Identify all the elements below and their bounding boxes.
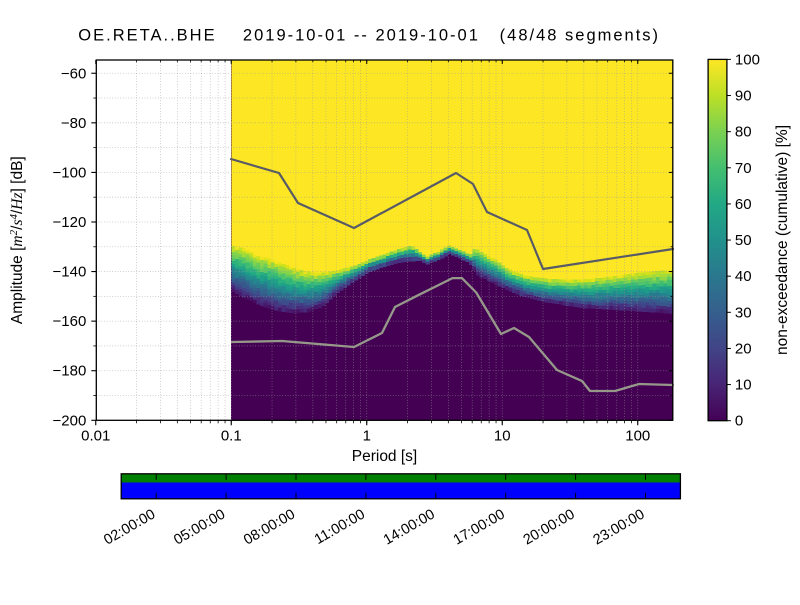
svg-text:−200: −200	[53, 412, 87, 429]
svg-text:1: 1	[363, 427, 371, 444]
svg-text:0.1: 0.1	[221, 427, 242, 444]
svg-text:non-exceedance (cumulative) [%: non-exceedance (cumulative) [%]	[774, 125, 791, 355]
svg-text:Amplitude [m2/s4/Hz] [dB]: Amplitude [m2/s4/Hz] [dB]	[8, 156, 26, 324]
svg-text:Period [s]: Period [s]	[352, 448, 417, 465]
svg-text:50: 50	[735, 232, 752, 249]
svg-text:−180: −180	[53, 363, 87, 380]
svg-text:−120: −120	[53, 214, 87, 231]
svg-text:20: 20	[735, 340, 752, 357]
svg-text:70: 70	[735, 160, 752, 177]
svg-text:−60: −60	[61, 65, 86, 82]
svg-text:80: 80	[735, 124, 752, 141]
svg-text:−140: −140	[53, 264, 87, 281]
svg-text:10: 10	[494, 427, 511, 444]
svg-text:−80: −80	[61, 115, 86, 132]
svg-text:OE.RETA..BHE 2019-10-01 --: OE.RETA..BHE 2019-10-01 -- 2019-10-01 (4…	[78, 27, 660, 45]
svg-text:100: 100	[735, 51, 760, 68]
svg-text:60: 60	[735, 196, 752, 213]
svg-text:0.01: 0.01	[81, 427, 110, 444]
svg-text:40: 40	[735, 268, 752, 285]
svg-text:0: 0	[735, 413, 743, 430]
svg-text:100: 100	[625, 427, 650, 444]
svg-text:90: 90	[735, 88, 752, 105]
svg-text:−100: −100	[53, 164, 87, 181]
svg-text:30: 30	[735, 304, 752, 321]
svg-text:10: 10	[735, 377, 752, 394]
svg-text:−160: −160	[53, 313, 87, 330]
